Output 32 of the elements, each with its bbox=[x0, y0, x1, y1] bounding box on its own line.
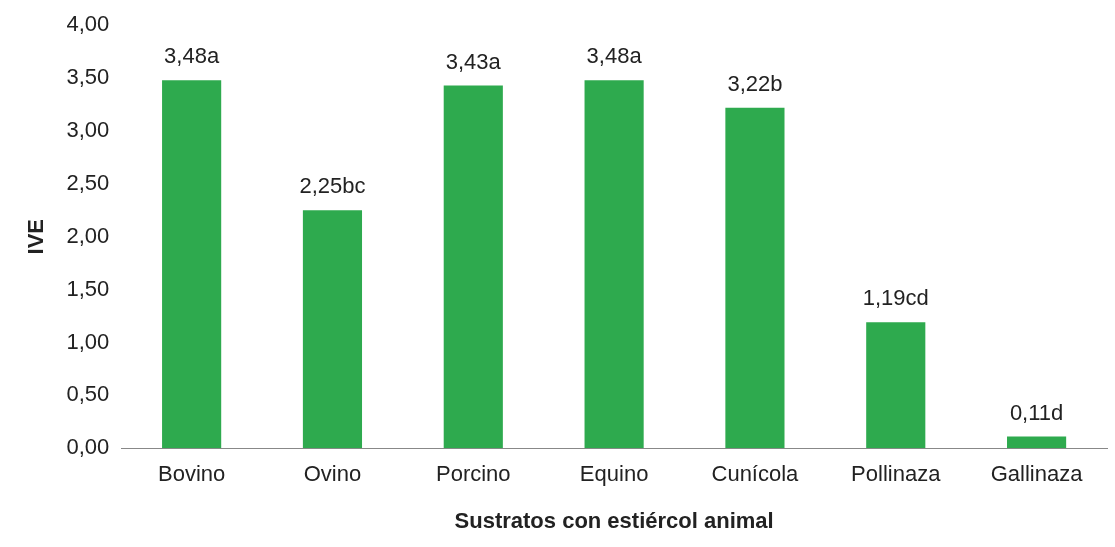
y-tick-label: 0,00 bbox=[66, 434, 110, 460]
y-tick-label: 1,50 bbox=[66, 275, 110, 301]
y-tick-label: 2,50 bbox=[66, 169, 110, 195]
x-axis-title: Sustratos con estiércol animal bbox=[454, 507, 774, 533]
y-tick-label: 2,00 bbox=[66, 222, 110, 248]
x-tick-label: Equino bbox=[579, 461, 649, 487]
y-tick-label: 4,00 bbox=[66, 11, 110, 37]
y-axis-title: IVE bbox=[23, 218, 49, 255]
bar bbox=[725, 107, 785, 449]
data-label: 0,11d bbox=[1009, 399, 1064, 425]
x-tick-label: Pollinaza bbox=[851, 461, 942, 487]
x-tick-label: Bovino bbox=[157, 461, 226, 487]
data-label: 3,48a bbox=[586, 43, 643, 69]
bar bbox=[1007, 436, 1067, 449]
y-tick-label: 3,50 bbox=[66, 64, 110, 90]
y-tick-label: 3,00 bbox=[66, 117, 110, 143]
bar bbox=[302, 210, 363, 449]
y-tick-label: 0,50 bbox=[66, 381, 110, 407]
x-tick-label: Cunícola bbox=[711, 461, 800, 487]
data-label: 3,43a bbox=[445, 48, 502, 74]
bar bbox=[443, 85, 503, 449]
y-tick-label: 1,00 bbox=[66, 328, 110, 354]
data-label: 2,25bc bbox=[299, 173, 366, 199]
data-label: 1,19cd bbox=[862, 285, 929, 311]
bar bbox=[866, 322, 926, 449]
x-tick-label: Porcino bbox=[435, 461, 511, 487]
data-label: 3,22b bbox=[727, 70, 783, 96]
x-tick-label: Ovino bbox=[303, 461, 362, 487]
bar bbox=[162, 80, 222, 449]
data-label: 3,48a bbox=[164, 43, 220, 69]
x-tick-label: Gallinaza bbox=[990, 461, 1084, 487]
bar bbox=[584, 80, 644, 449]
